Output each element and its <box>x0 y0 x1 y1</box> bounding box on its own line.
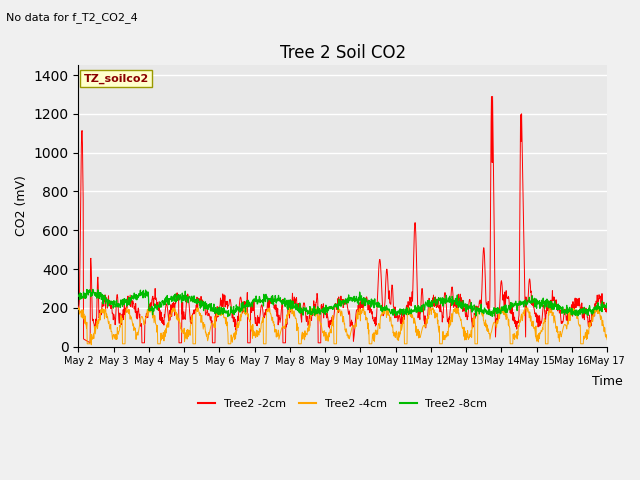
Text: TZ_soilco2: TZ_soilco2 <box>84 74 149 84</box>
Text: No data for f_T2_CO2_4: No data for f_T2_CO2_4 <box>6 12 138 23</box>
Title: Tree 2 Soil CO2: Tree 2 Soil CO2 <box>280 44 406 62</box>
Legend: Tree2 -2cm, Tree2 -4cm, Tree2 -8cm: Tree2 -2cm, Tree2 -4cm, Tree2 -8cm <box>194 395 492 413</box>
X-axis label: Time: Time <box>592 375 623 388</box>
Y-axis label: CO2 (mV): CO2 (mV) <box>15 176 28 237</box>
